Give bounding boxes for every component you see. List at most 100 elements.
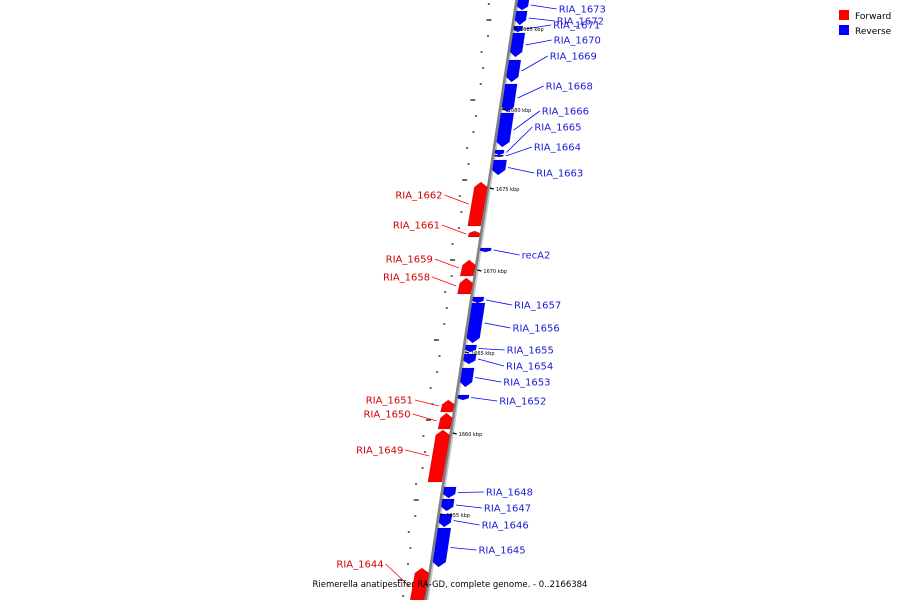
gene-arrow[interactable] bbox=[437, 412, 453, 430]
kbp-label: 1660 kbp bbox=[459, 432, 483, 438]
gene-ria_1644[interactable]: RIA_1644 bbox=[336, 560, 430, 600]
gene-ria_1653[interactable]: RIA_1653 bbox=[459, 367, 550, 389]
gene-leader bbox=[517, 85, 544, 99]
gene-arrow[interactable] bbox=[516, 0, 530, 11]
gene-leader bbox=[493, 249, 520, 256]
gene-arrow[interactable] bbox=[467, 230, 481, 238]
gene-ria_1649[interactable]: RIA_1649 bbox=[356, 429, 451, 483]
gene-ria_1672[interactable]: RIA_1672 bbox=[514, 10, 604, 28]
kbp-tick bbox=[501, 108, 506, 111]
gene-arrow[interactable] bbox=[496, 112, 515, 148]
kbp-tick bbox=[513, 27, 519, 30]
gene-leader bbox=[441, 224, 467, 235]
gene-label: RIA_1670 bbox=[554, 36, 601, 47]
kbp-tick bbox=[440, 513, 445, 516]
gene-label: RIA_1649 bbox=[356, 446, 403, 457]
gene-ria_1652[interactable]: RIA_1652 bbox=[457, 394, 547, 408]
gene-arrow[interactable] bbox=[459, 259, 476, 277]
gene-ria_1654[interactable]: RIA_1654 bbox=[463, 353, 553, 373]
gene-label: RIA_1668 bbox=[546, 82, 593, 93]
gene-ria_1662[interactable]: RIA_1662 bbox=[395, 181, 488, 227]
gene-arrow[interactable] bbox=[506, 59, 522, 83]
gene-ria_1648[interactable]: RIA_1648 bbox=[442, 486, 533, 499]
gene-arrow[interactable] bbox=[440, 399, 455, 413]
gene-ria_1671[interactable]: RIA_1671 bbox=[513, 21, 601, 33]
gene-ria_1661[interactable]: RIA_1661 bbox=[393, 221, 481, 238]
gene-ria_1655[interactable]: RIA_1655 bbox=[464, 344, 554, 357]
gene-label: RIA_1669 bbox=[550, 52, 597, 63]
gene-label: RIA_1673 bbox=[559, 5, 606, 16]
gene-arrow[interactable] bbox=[459, 367, 475, 388]
legend-reverse-swatch bbox=[839, 25, 849, 35]
gene-ria_1659[interactable]: RIA_1659 bbox=[386, 255, 476, 277]
gene-leader bbox=[471, 397, 498, 402]
gene-label: RIA_1664 bbox=[534, 143, 581, 154]
gene-ria_1673[interactable]: RIA_1673 bbox=[516, 0, 606, 16]
gene-leader bbox=[505, 146, 532, 157]
gene-ria_1645[interactable]: RIA_1645 bbox=[432, 527, 526, 568]
gene-ria_1668[interactable]: RIA_1668 bbox=[501, 82, 593, 113]
gene-ria_1666[interactable]: RIA_1666 bbox=[496, 107, 589, 148]
gene-arrow[interactable] bbox=[479, 247, 492, 253]
gene-leader bbox=[508, 167, 535, 174]
kbp-label: 1675 kbp bbox=[496, 187, 520, 193]
gene-arrow[interactable] bbox=[409, 567, 430, 600]
gene-arrow[interactable] bbox=[467, 181, 488, 227]
gene-leader bbox=[485, 299, 513, 306]
gene-leader bbox=[477, 358, 505, 367]
gene-arrow[interactable] bbox=[509, 32, 526, 58]
gene-arrow[interactable] bbox=[438, 513, 453, 528]
gene-leader bbox=[525, 39, 552, 46]
gene-label: RIA_1672 bbox=[557, 17, 604, 28]
gene-label: RIA_1657 bbox=[514, 301, 561, 312]
gene-leader bbox=[455, 504, 482, 509]
gene-leader bbox=[528, 17, 555, 22]
gene-label: RIA_1650 bbox=[363, 410, 410, 421]
gene-arrow[interactable] bbox=[457, 394, 470, 401]
gene-ria_1658[interactable]: RIA_1658 bbox=[383, 273, 474, 295]
kbp-tick bbox=[464, 351, 470, 354]
gene-arrow[interactable] bbox=[501, 83, 518, 113]
gene-label: recA2 bbox=[522, 251, 551, 262]
gene-arrow[interactable] bbox=[494, 149, 505, 156]
gene-arrow[interactable] bbox=[494, 154, 504, 158]
gene-arrow[interactable] bbox=[464, 344, 477, 353]
kbp-label: 1665 kbp bbox=[471, 351, 495, 357]
gene-ria_1647[interactable]: RIA_1647 bbox=[440, 498, 531, 515]
gene-arrow[interactable] bbox=[514, 10, 528, 26]
gene-leader bbox=[414, 399, 440, 407]
gene-label: RIA_1666 bbox=[542, 107, 589, 118]
gene-leader bbox=[475, 377, 502, 383]
gene-arrow[interactable] bbox=[463, 353, 477, 365]
gene-label: RIA_1655 bbox=[507, 346, 554, 357]
gene-ria_1656[interactable]: RIA_1656 bbox=[466, 302, 560, 344]
gene-label: RIA_1671 bbox=[553, 21, 600, 32]
gene-ria_1646[interactable]: RIA_1646 bbox=[438, 513, 529, 532]
gene-ria_1650[interactable]: RIA_1650 bbox=[363, 410, 453, 430]
gene-ria_1664[interactable]: RIA_1664 bbox=[494, 143, 581, 158]
gene-ria_1663[interactable]: RIA_1663 bbox=[491, 159, 583, 180]
gene-label: RIA_1656 bbox=[513, 324, 560, 335]
gene-arrow[interactable] bbox=[432, 527, 452, 568]
gene-arrow[interactable] bbox=[513, 25, 524, 33]
gene-arrow[interactable] bbox=[440, 498, 455, 512]
gene-arrow[interactable] bbox=[457, 277, 474, 295]
gene-ria_1670[interactable]: RIA_1670 bbox=[509, 32, 601, 58]
gene-label: RIA_1652 bbox=[499, 397, 546, 408]
legend: Forward Reverse bbox=[839, 10, 892, 37]
gene-leader bbox=[484, 322, 511, 329]
gene-ria_1669[interactable]: RIA_1669 bbox=[506, 52, 597, 83]
gene-label: RIA_1661 bbox=[393, 221, 440, 232]
gene-ria_1657[interactable]: RIA_1657 bbox=[472, 296, 561, 312]
gene-reca2[interactable]: recA2 bbox=[479, 247, 551, 262]
gene-arrow[interactable] bbox=[466, 302, 486, 344]
gene-leader bbox=[521, 55, 548, 72]
gene-arrow[interactable] bbox=[491, 159, 507, 176]
gene-arrow[interactable] bbox=[442, 486, 457, 499]
gene-arrow[interactable] bbox=[472, 296, 485, 304]
legend-forward-swatch bbox=[839, 10, 849, 20]
gene-arrow[interactable] bbox=[427, 429, 451, 483]
gene-ria_1665[interactable]: RIA_1665 bbox=[494, 123, 582, 156]
gene-ria_1651[interactable]: RIA_1651 bbox=[366, 396, 455, 413]
